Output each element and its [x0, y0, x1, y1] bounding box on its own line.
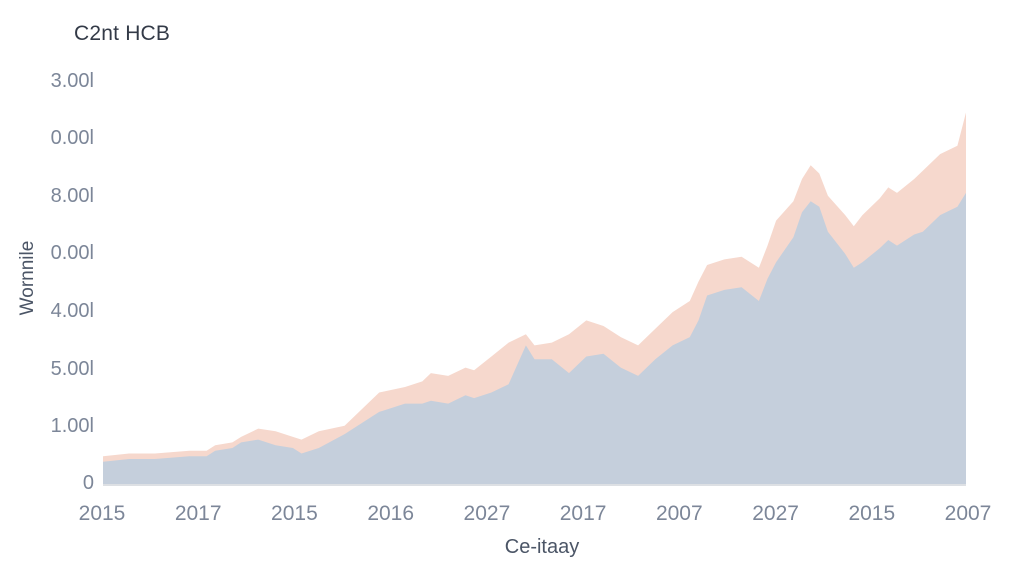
x-tick-label: 2015 [79, 502, 126, 525]
y-tick-label: 0.00l [51, 242, 94, 264]
x-tick-label: 2027 [752, 502, 799, 525]
x-tick-labels: 2015 2017 2015 2016 2027 2017 2007 2027 2015 2007 [79, 502, 992, 525]
y-tick-labels: 0 1.00l 5.00l 4.00l 0.00l 8.00l 0.00l 3.00l [51, 70, 94, 494]
area-series-1 [103, 192, 966, 484]
x-tick-label: 2015 [271, 502, 318, 525]
x-tick-label: 2015 [848, 502, 895, 525]
chart-areas [103, 112, 966, 484]
y-tick-label: 0.00l [51, 127, 94, 149]
x-tick-label: 2027 [464, 502, 511, 525]
y-tick-label: 5.00l [51, 358, 94, 380]
x-tick-label: 2016 [367, 502, 414, 525]
y-tick-label: 3.00l [51, 70, 94, 92]
x-axis-label: Ce-itaay [504, 536, 580, 558]
chart-title: C2nt HCB [74, 22, 171, 45]
x-tick-label: 2017 [560, 502, 607, 525]
y-tick-label: 1.00l [51, 415, 94, 437]
x-tick-label: 2007 [656, 502, 703, 525]
y-tick-label: 4.00l [51, 300, 94, 322]
y-tick-label: 8.00l [51, 185, 94, 207]
x-tick-label: 2017 [175, 502, 222, 525]
x-tick-label: 2007 [945, 502, 992, 525]
y-tick-label: 0 [83, 472, 94, 494]
